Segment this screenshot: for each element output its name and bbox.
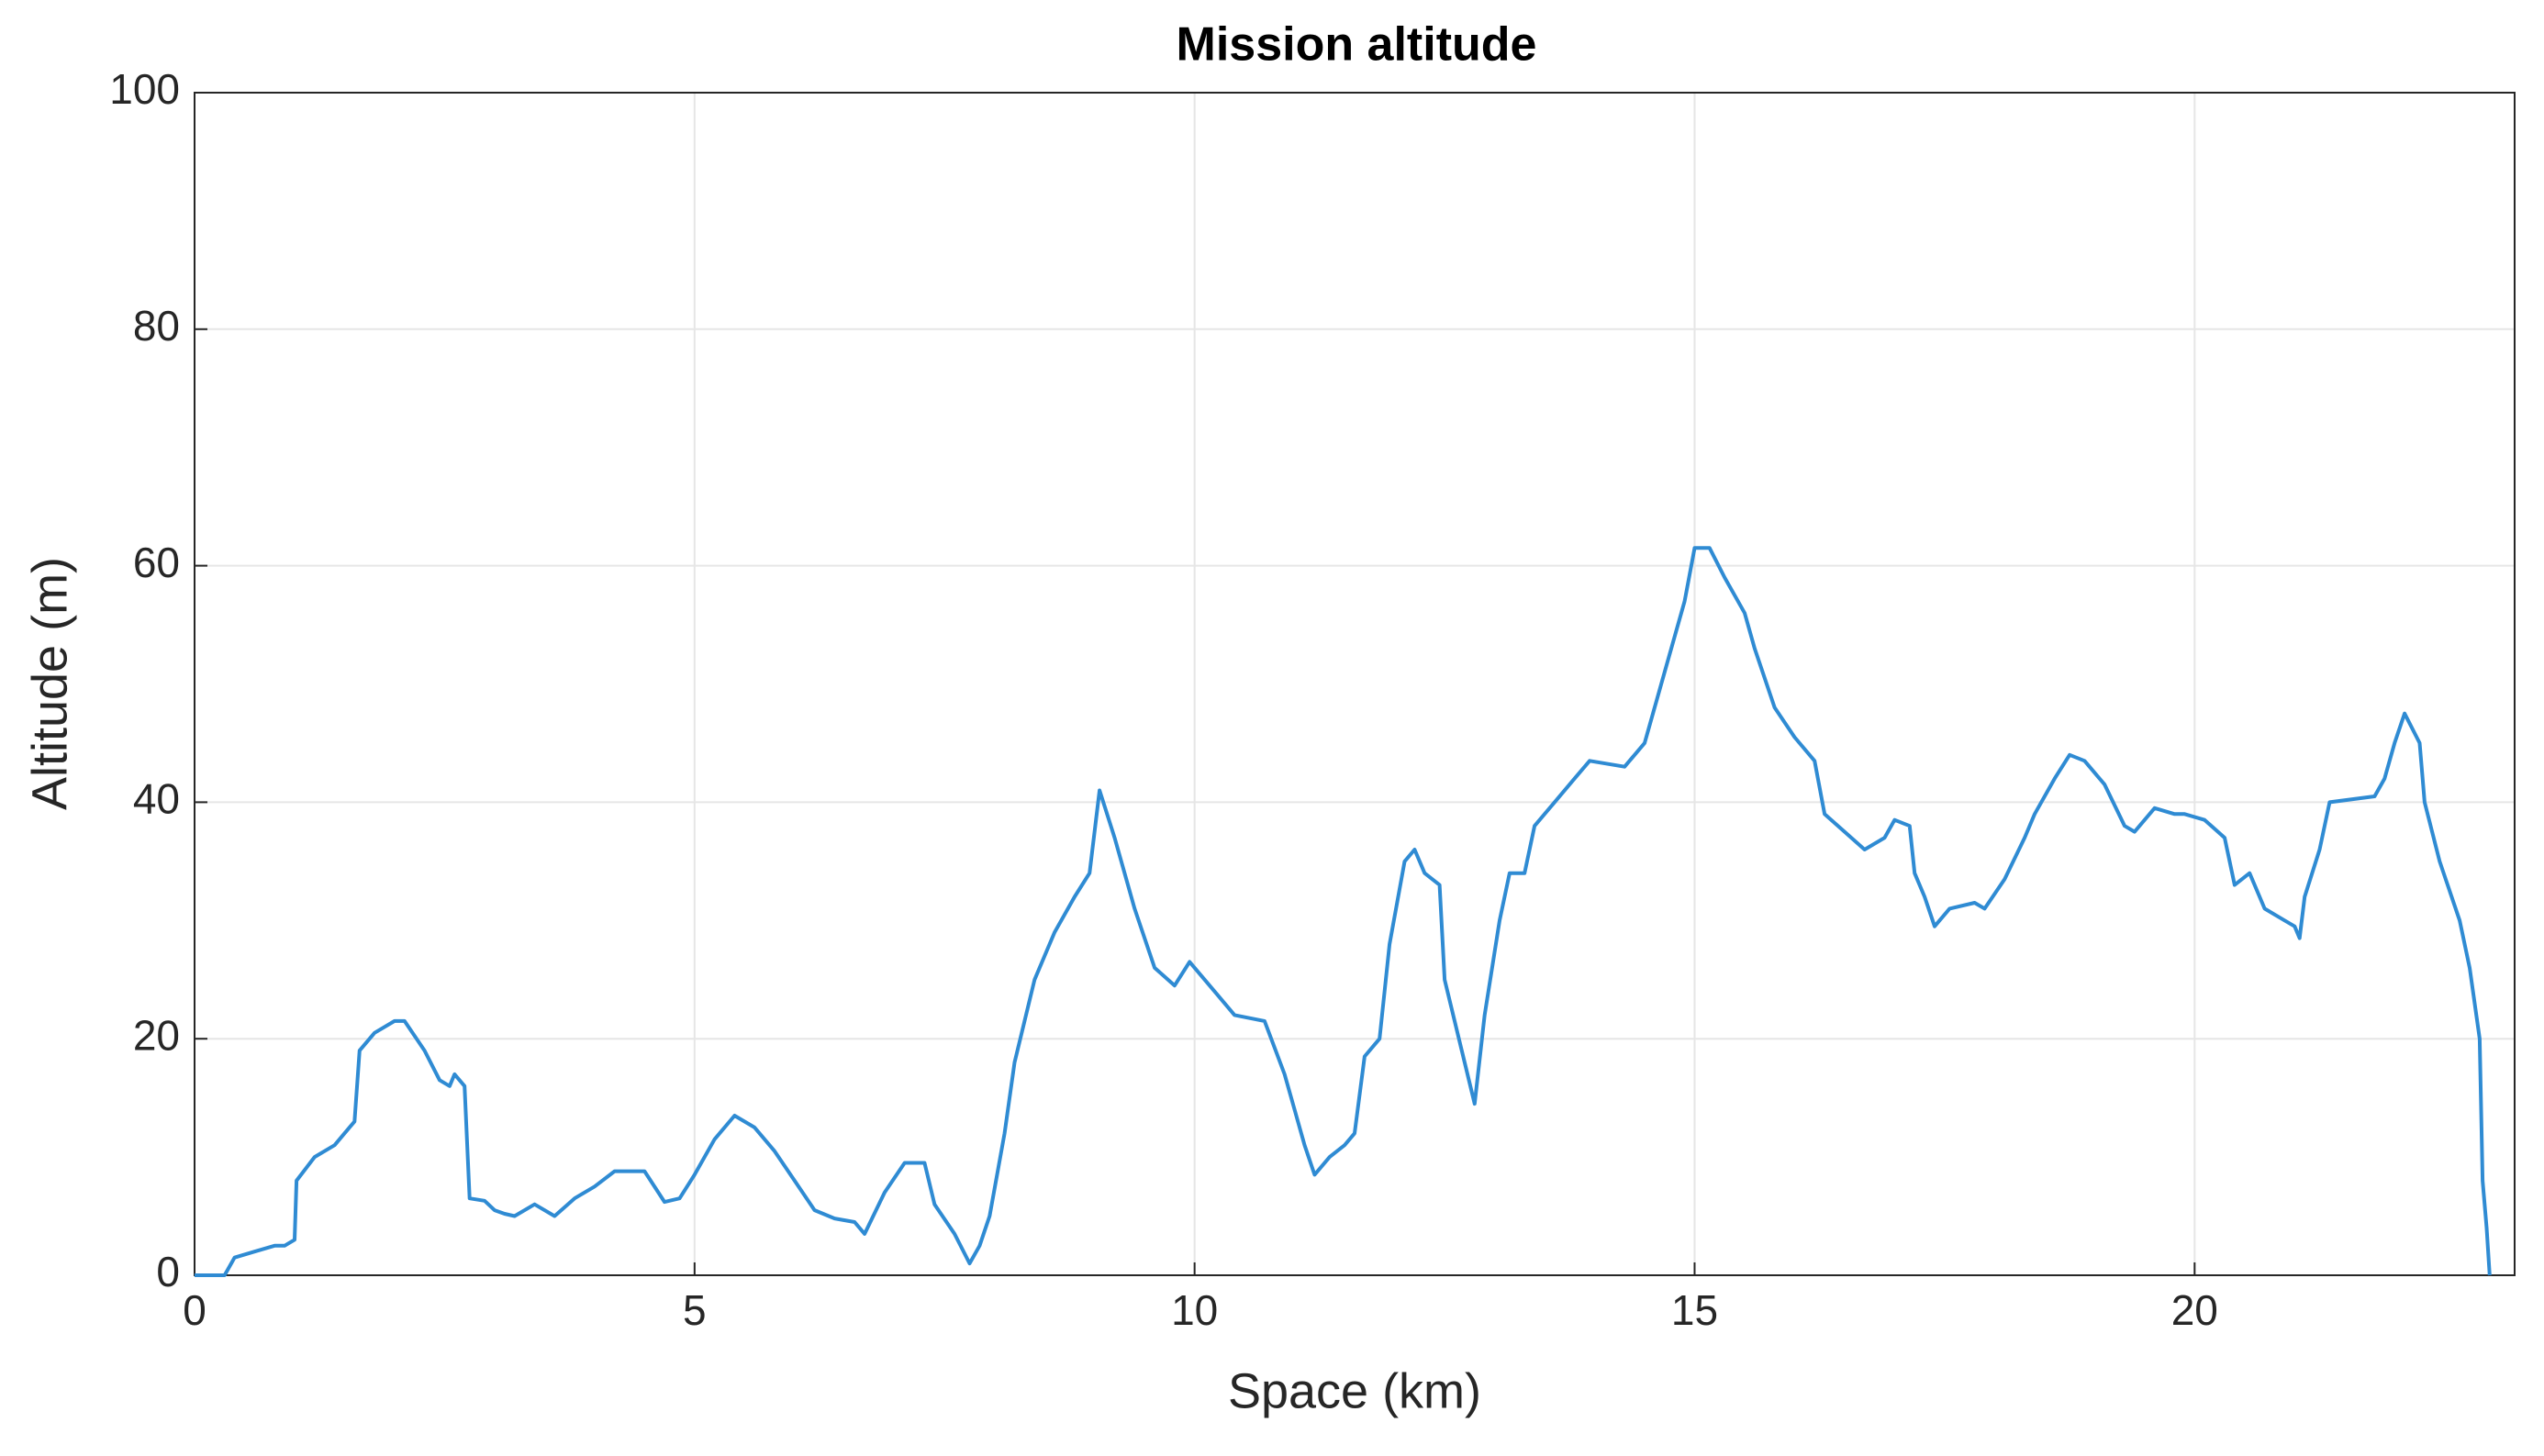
y-tick-label: 80 bbox=[133, 302, 180, 350]
x-tick-label: 0 bbox=[183, 1286, 206, 1334]
y-tick-label: 60 bbox=[133, 539, 180, 586]
x-tick-label: 5 bbox=[683, 1286, 707, 1334]
data-line bbox=[195, 546, 2492, 1277]
x-tick-label: 15 bbox=[1671, 1286, 1718, 1334]
axes-box bbox=[194, 92, 2516, 1276]
y-tick-label: 40 bbox=[133, 775, 180, 823]
x-axis-label: Space (km) bbox=[1228, 1363, 1481, 1418]
x-tick-label: 20 bbox=[2171, 1286, 2218, 1334]
y-tick-label: 100 bbox=[109, 65, 180, 113]
chart-title: Mission altitude bbox=[1177, 18, 1537, 72]
y-tick-label: 20 bbox=[133, 1011, 180, 1059]
y-tick-label: 0 bbox=[156, 1248, 180, 1295]
y-axis-label: Altitude (m) bbox=[22, 557, 77, 810]
x-tick-label: 10 bbox=[1171, 1286, 1218, 1334]
